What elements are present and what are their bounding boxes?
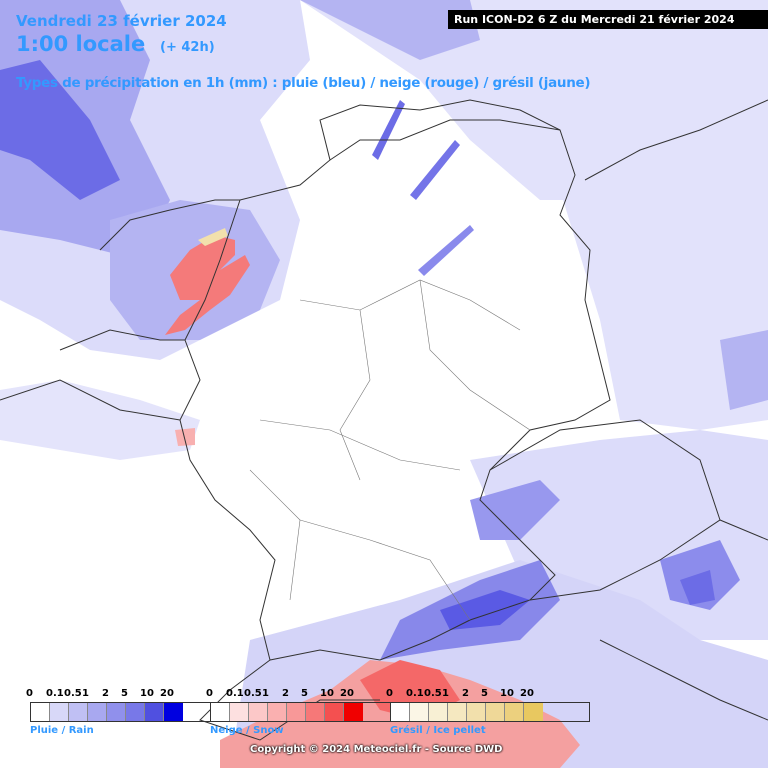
legend-sleet-swatch [524,703,543,721]
legend-snow-ticks: 0 0.1 0.5 1 2 5 10 20 [206,688,410,702]
legend-snow-tick: 10 [320,688,334,699]
map-subtitle: Types de précipitation en 1h (mm) : plui… [16,75,591,91]
legend-rain-tick: 5 [121,688,128,699]
legend-snow-swatch [268,703,287,721]
legend-sleet-tick: 0 [386,688,393,699]
legend-snow-swatch [325,703,344,721]
legend-sleet-tick: 5 [481,688,488,699]
legend-snow-swatch [287,703,306,721]
rain-band-north [300,0,480,60]
legend-rain-swatch [69,703,88,721]
legend-sleet-tick: 0.5 [424,688,442,699]
legend-sleet-swatch [486,703,505,721]
legend-sleet-tick: 2 [462,688,469,699]
legend-sleet-swatch [448,703,467,721]
legend-snow-bar [210,702,410,722]
rain-heavy-areas [0,60,715,630]
legend-rain-bar [30,702,230,722]
legend-sleet-swatch [391,703,410,721]
border-austria [529,519,768,601]
legend-sleet-tick: 0.1 [406,688,424,699]
legend-sleet-ticks: 0 0.1 0.5 1 2 5 10 20 [386,688,590,702]
legend-snow-tick: 0 [206,688,213,699]
legend-snow-tick: 1 [262,688,269,699]
legend-rain-tick: 0 [26,688,33,699]
sleet-patch [198,228,228,246]
rain-area-east [560,110,768,430]
border-czech [489,419,721,521]
legend-rain-swatch [31,703,50,721]
legend-rain-tick: 0.5 [64,688,82,699]
rain-streak-2 [410,140,460,200]
border-south-east [599,639,768,721]
run-info: Run ICON-D2 6 Z du Mercredi 21 février 2… [448,10,768,29]
border-netherlands-belgium [59,329,185,351]
legend-rain-ticks: 0 0.1 0.5 1 2 5 10 20 [26,688,230,702]
legend-snow: 0 0.1 0.5 1 2 5 10 20 Neige / Snow [206,688,410,736]
forecast-offset: (+ 42h) [160,40,215,55]
legend-snow-swatch [306,703,325,721]
legend-snow-title: Neige / Snow [210,725,284,736]
legend-sleet-bar [390,702,590,722]
legend-sleet-swatch [505,703,524,721]
coastline-north-sea [99,199,240,251]
legend-snow-swatch [230,703,249,721]
border-switzerland [199,659,380,741]
legend-sleet-swatch [429,703,448,721]
legend-rain-swatch [88,703,107,721]
legend-snow-swatch [344,703,363,721]
legend-sleet-tick: 20 [520,688,534,699]
snow-patch-luxembourg [175,428,195,446]
legend-snow-tick: 5 [301,688,308,699]
legend-rain-swatch [50,703,69,721]
rain-core-austria [680,570,715,605]
border-poland-east [584,99,768,181]
legend-snow-tick: 0.5 [244,688,262,699]
rain-band-east [720,330,768,410]
legend-rain-tick: 0.1 [46,688,64,699]
legend-rain-tick: 2 [102,688,109,699]
rain-core-northwest [0,60,120,200]
rain-streak-3 [418,225,474,276]
legend-rain-tick: 1 [82,688,89,699]
copyright: Copyright © 2024 Meteociel.fr - Source D… [250,744,503,755]
legend-snow-swatch [211,703,230,721]
legend-rain-title: Pluie / Rain [30,725,94,736]
legend-snow-tick: 2 [282,688,289,699]
forecast-time: 1:00 locale [16,32,146,56]
legend-rain-swatch [145,703,164,721]
legend-rain-swatch [164,703,183,721]
legend-rain-swatch [107,703,126,721]
legend-snow-swatch [249,703,268,721]
borders [0,99,768,741]
legend-snow-tick: 0.1 [226,688,244,699]
border-belgium-france [0,379,181,421]
rain-area-west [0,380,200,460]
legend-sleet-tick: 10 [500,688,514,699]
forecast-date: Vendredi 23 février 2024 [16,12,227,30]
legend-snow-tick: 20 [340,688,354,699]
legend-rain-swatch [126,703,145,721]
legend-sleet-swatch [410,703,429,721]
rain-band-czech [470,480,560,540]
legend-rain-tick: 10 [140,688,154,699]
snow-area-netherlands [165,235,250,335]
rain-streak-1 [372,100,405,160]
legend-sleet-title: Grésil / Ice pellet [390,725,486,736]
coastline-baltic [329,119,561,161]
legend-rain-tick: 20 [160,688,174,699]
germany-border [179,99,611,661]
legend-sleet-swatch [467,703,486,721]
state-borders [249,279,531,621]
legend-sleet-tick: 1 [442,688,449,699]
legend-sleet: 0 0.1 0.5 1 2 5 10 20 Grésil / Ice pellet [386,688,590,736]
rain-core-alps [440,590,530,630]
legend-rain: 0 0.1 0.5 1 2 5 10 20 Pluie / Rain [26,688,230,736]
